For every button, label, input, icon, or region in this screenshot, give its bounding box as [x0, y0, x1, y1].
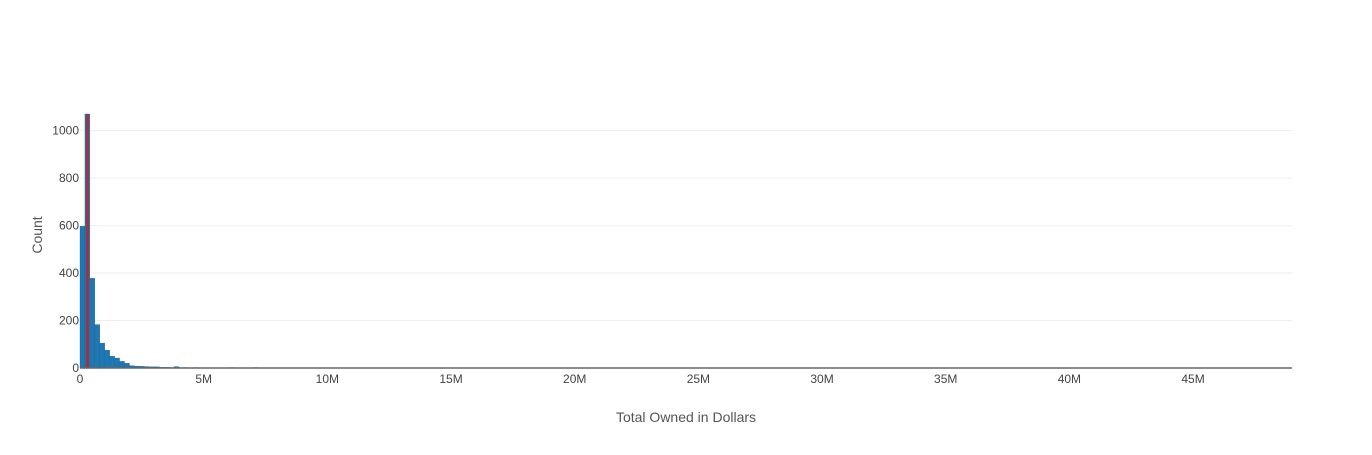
y-tick-label: 600 — [59, 219, 79, 233]
y-tick-label: 400 — [59, 266, 79, 280]
y-tick-label: 200 — [59, 314, 79, 328]
x-tick-label: 35M — [934, 372, 957, 386]
x-tick-label: 20M — [563, 372, 586, 386]
y-axis-title: Count — [29, 216, 45, 253]
histogram-bar — [80, 226, 85, 368]
histogram-bar — [105, 350, 110, 368]
x-tick-label: 40M — [1058, 372, 1081, 386]
x-tick-label: 15M — [439, 372, 462, 386]
histogram-bar — [90, 278, 95, 368]
x-tick-label: 10M — [316, 372, 339, 386]
x-tick-label: 5M — [195, 372, 212, 386]
y-tick-label: 0 — [72, 361, 79, 375]
x-axis-title: Total Owned in Dollars — [616, 409, 756, 425]
x-tick-label: 45M — [1181, 372, 1204, 386]
histogram-bars — [80, 114, 337, 368]
x-tick-label: 30M — [810, 372, 833, 386]
x-tick-label: 25M — [687, 372, 710, 386]
y-tick-labels: 0 200 400 600 800 1000 — [52, 124, 79, 375]
histogram-bar — [115, 358, 120, 368]
histogram-bar — [110, 356, 115, 368]
histogram-bar — [95, 325, 100, 368]
y-tick-label: 1000 — [52, 124, 79, 138]
histogram-bar — [100, 343, 105, 368]
y-tick-label: 800 — [59, 171, 79, 185]
histogram-bar — [120, 361, 125, 368]
grid-lines — [80, 131, 1292, 321]
